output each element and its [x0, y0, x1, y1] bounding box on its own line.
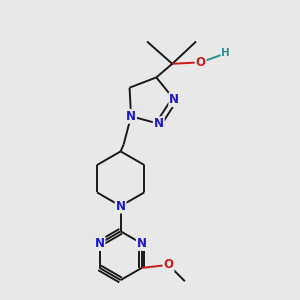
Text: N: N: [137, 237, 147, 250]
Text: O: O: [196, 56, 206, 69]
Text: N: N: [126, 110, 136, 123]
Text: N: N: [116, 200, 126, 213]
Text: O: O: [164, 258, 173, 272]
Text: N: N: [169, 93, 179, 106]
Text: N: N: [94, 237, 104, 250]
Text: N: N: [154, 117, 164, 130]
Text: H: H: [221, 48, 230, 59]
